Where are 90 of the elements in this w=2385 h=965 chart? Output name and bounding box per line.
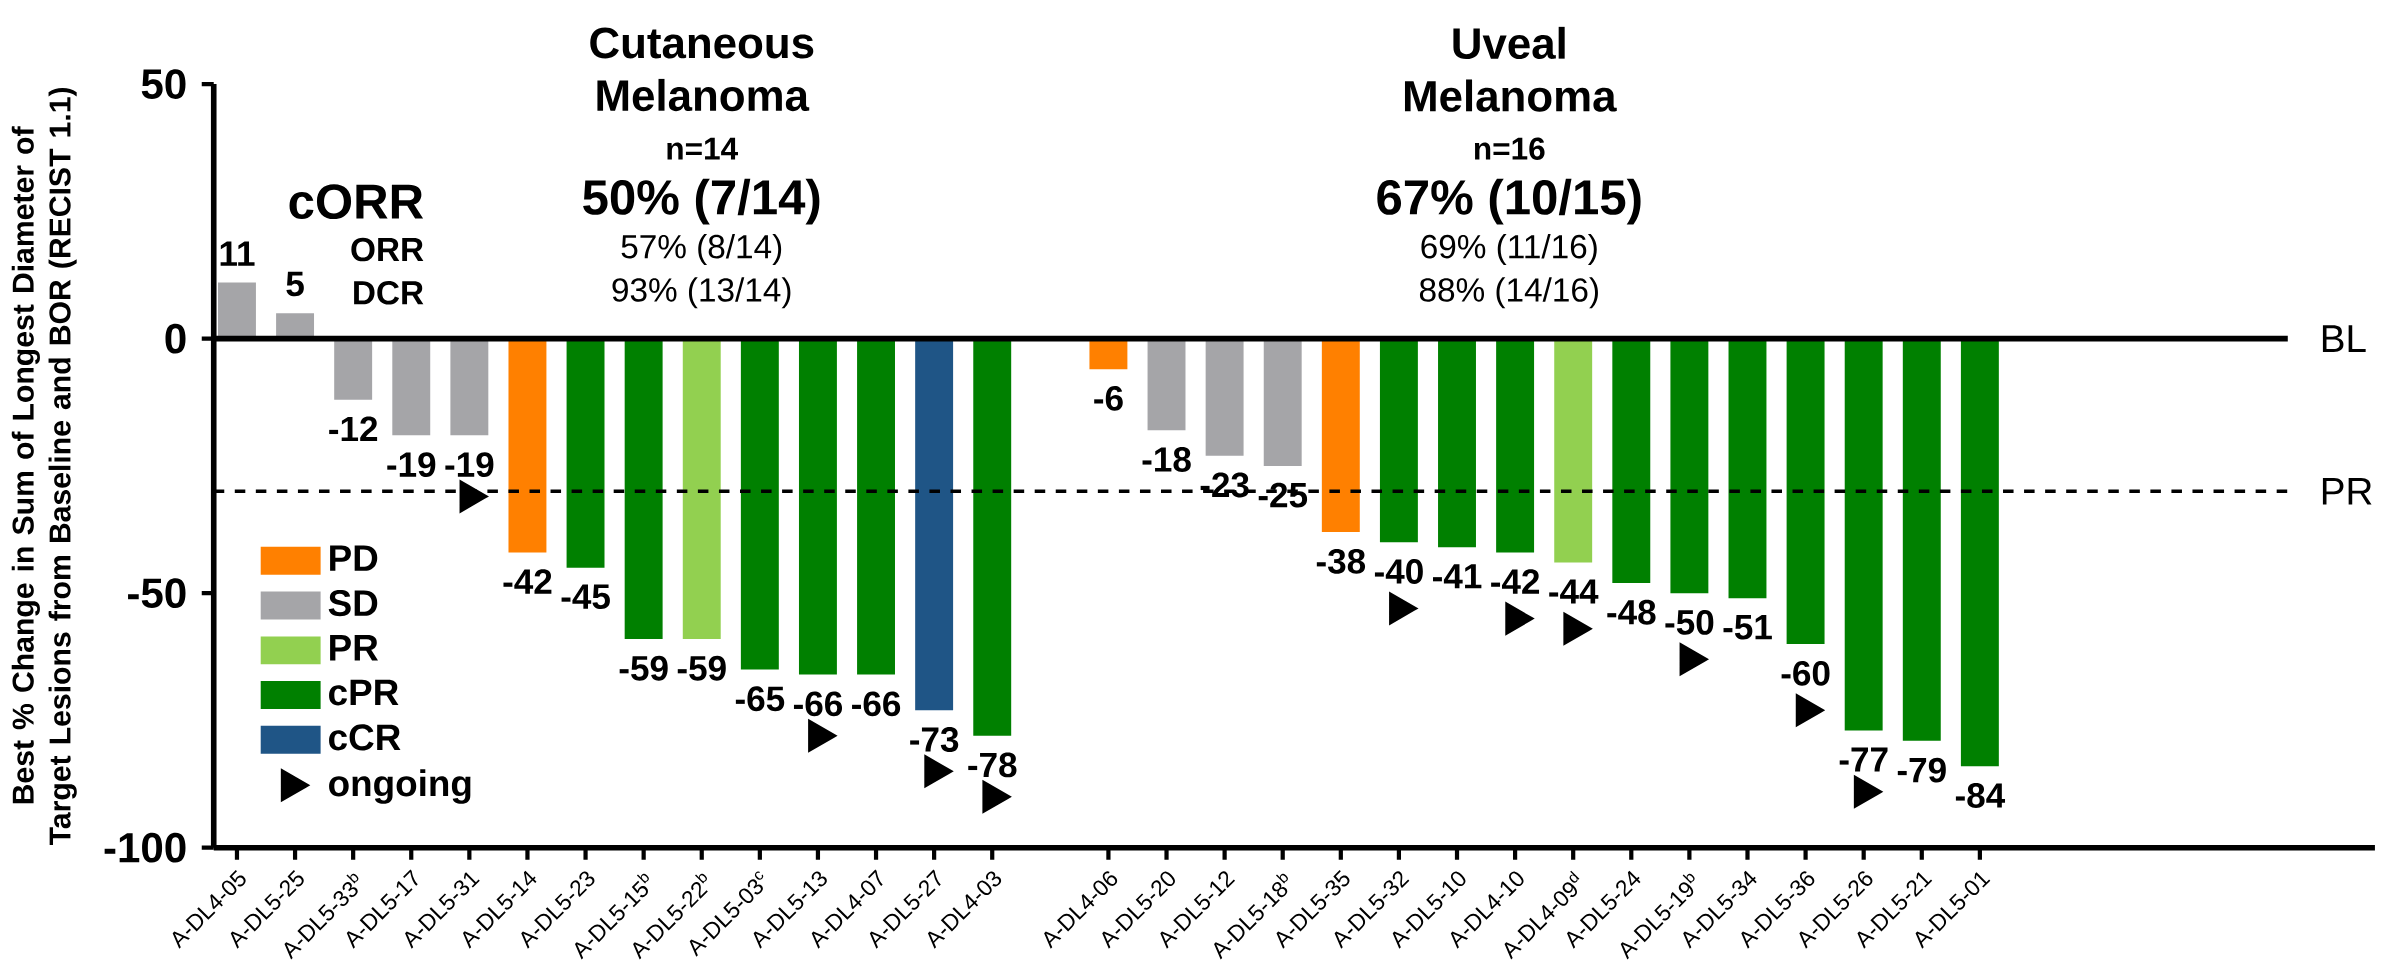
data-label: 11 (220, 241, 255, 266)
data-label: -59 (619, 655, 668, 681)
annotation: cORR (289, 184, 424, 220)
bar (508, 338, 547, 553)
bar (1321, 338, 1360, 533)
bar (1612, 338, 1651, 584)
bar (392, 338, 431, 436)
legend-label: ongoing (329, 769, 471, 805)
data-label: -65 (735, 686, 785, 712)
bar (1728, 338, 1767, 599)
data-label: -51 (1723, 615, 1772, 640)
bar (1496, 338, 1535, 553)
data-label: -50 (1665, 610, 1714, 635)
annotation: n=14 (667, 138, 738, 160)
data-label: 5 (286, 271, 304, 297)
point (982, 779, 1012, 814)
bar (1554, 338, 1593, 563)
point (1563, 611, 1593, 646)
point (459, 479, 489, 514)
bar (1379, 338, 1418, 543)
data-label: -19 (387, 452, 436, 478)
bar (857, 338, 895, 675)
annotation: n=16 (1474, 137, 1545, 161)
data-label: -44 (1549, 579, 1599, 604)
data-label: -60 (1781, 661, 1830, 686)
data-label: -12 (329, 416, 378, 442)
data-label: -59 (677, 655, 726, 681)
annotation: 69% (11/16) (1421, 234, 1597, 266)
annotation: 67% (10/15) (1377, 178, 1641, 225)
legend-label: SD (328, 590, 378, 617)
data-label: -38 (1316, 549, 1366, 574)
bar (682, 338, 721, 640)
bar (1670, 338, 1709, 594)
point (1679, 642, 1709, 677)
data-label: -73 (910, 727, 959, 753)
bar (566, 338, 605, 568)
data-label: -18 (1142, 447, 1191, 473)
bar (450, 338, 489, 436)
annotation: Uveal Melanoma (1404, 27, 1617, 112)
data-label: -77 (1839, 747, 1888, 772)
bar (624, 338, 663, 640)
legend-label: cCR (329, 724, 401, 751)
bar (740, 338, 779, 670)
bar (1786, 338, 1825, 645)
ref-line-label: PR (2322, 478, 2372, 505)
annotation: 93% (13/14) (612, 277, 791, 309)
data-label: -79 (1897, 757, 1946, 783)
annotation: DCR (354, 281, 424, 305)
bar (1844, 338, 1883, 731)
data-label: -41 (1433, 564, 1482, 589)
bar (1205, 338, 1244, 456)
data-label: -25 (1258, 482, 1308, 508)
y-tick-label: 50 (141, 69, 186, 100)
bar (1438, 338, 1476, 548)
y-tick-label: -100 (104, 832, 186, 863)
bar (1902, 338, 1941, 741)
bar (1960, 338, 1999, 767)
data-label: -42 (503, 569, 552, 594)
annotation: ORR (351, 237, 424, 262)
data-label: -6 (1094, 386, 1123, 411)
data-label: -40 (1374, 559, 1423, 585)
bar (798, 338, 837, 675)
bar (915, 338, 954, 711)
legend-label: PR (330, 635, 378, 661)
y-tick-label: 0 (165, 323, 186, 354)
data-label: -48 (1607, 599, 1656, 625)
data-label: -66 (793, 691, 843, 717)
y-tick-label: -50 (128, 578, 186, 609)
bar (1147, 338, 1186, 431)
bar (1089, 338, 1128, 370)
data-label: -84 (1955, 783, 2006, 809)
data-label: -78 (968, 752, 1017, 778)
bar (334, 338, 373, 400)
data-label: -23 (1200, 472, 1249, 498)
legend-label: PD (330, 545, 378, 571)
point (1795, 693, 1825, 728)
bar (973, 338, 1012, 736)
bar (218, 282, 256, 339)
y-axis-title: Best % Change in Sum of Longest Diameter of Target Lesions from Baseline and BOR (RECIST 1.1) (11, 88, 77, 846)
data-label: -42 (1491, 569, 1540, 594)
ref-line-label: BL (2322, 325, 2366, 353)
data-label: -19 (445, 452, 494, 478)
annotation: 57% (8/14) (621, 234, 782, 266)
annotation: Cutaneous Melanoma (590, 27, 814, 112)
data-label: -66 (852, 691, 901, 717)
bar (1263, 338, 1302, 467)
annotation: 50% (7/14) (583, 178, 820, 225)
annotation: 88% (14/16) (1419, 277, 1598, 309)
legend-label: cPR (329, 679, 399, 706)
data-label: -45 (561, 584, 610, 610)
